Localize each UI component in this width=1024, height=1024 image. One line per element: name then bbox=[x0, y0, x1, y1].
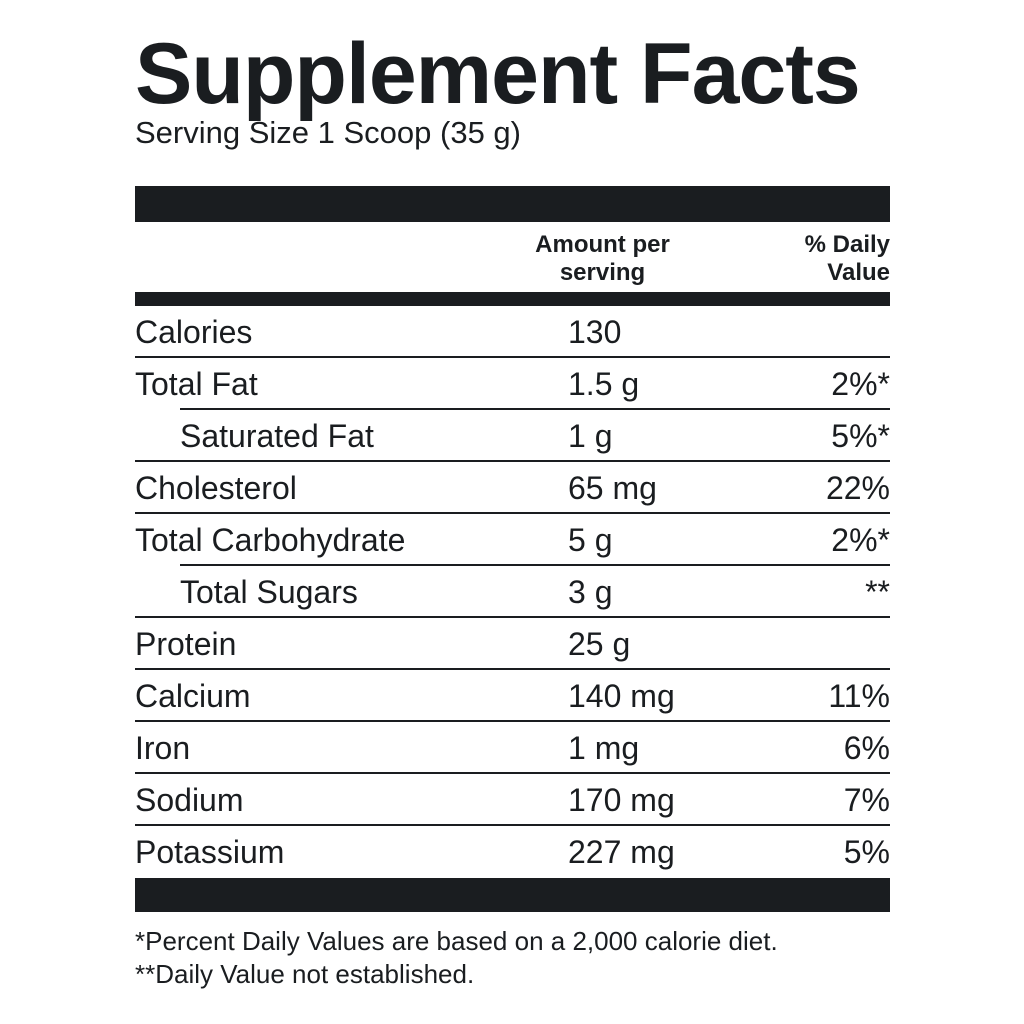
nutrient-name: Calcium bbox=[135, 678, 251, 714]
nutrient-amount: 1 g bbox=[568, 418, 613, 454]
nutrient-daily-value: 5%* bbox=[831, 418, 890, 454]
dv-header-line-1: % Daily bbox=[804, 231, 890, 258]
table-row: Total Sugars 3 g ** bbox=[135, 566, 890, 618]
panel-title: Supplement Facts bbox=[135, 26, 861, 122]
nutrient-name: Cholesterol bbox=[135, 470, 297, 506]
nutrient-daily-value: 22% bbox=[825, 470, 890, 506]
nutrient-name: Sodium bbox=[135, 782, 244, 818]
table-row: Total Fat 1.5 g 2%* bbox=[135, 358, 890, 410]
header-divider-bar bbox=[135, 292, 890, 306]
amount-header-line-2: serving bbox=[559, 259, 646, 286]
row-divider bbox=[135, 824, 890, 826]
table-row: Sodium 170 mg 7% bbox=[135, 774, 890, 826]
row-divider bbox=[135, 460, 890, 462]
table-row: Calcium 140 mg 11% bbox=[135, 670, 890, 722]
row-divider bbox=[135, 512, 890, 514]
nutrient-name: Total Sugars bbox=[180, 574, 358, 610]
row-divider bbox=[135, 616, 890, 618]
nutrient-amount: 25 g bbox=[568, 626, 631, 662]
footnote-daily-value-basis: *Percent Daily Values are based on a 2,0… bbox=[135, 926, 778, 956]
nutrient-daily-value: 5% bbox=[843, 834, 890, 870]
nutrient-name: Protein bbox=[135, 626, 237, 662]
serving-size: Serving Size 1 Scoop (35 g) bbox=[135, 115, 521, 150]
nutrient-name: Calories bbox=[135, 314, 253, 350]
row-divider bbox=[180, 564, 890, 566]
table-row: Calories 130 bbox=[135, 306, 890, 358]
table-row: Total Carbohydrate 5 g 2%* bbox=[135, 514, 890, 566]
nutrient-daily-value: 2%* bbox=[831, 522, 890, 558]
nutrient-amount: 3 g bbox=[568, 574, 613, 610]
table-row: Cholesterol 65 mg 22% bbox=[135, 462, 890, 514]
amount-per-serving-header: Amount per serving bbox=[510, 231, 695, 287]
nutrient-name: Potassium bbox=[135, 834, 285, 870]
row-divider bbox=[135, 772, 890, 774]
nutrient-table: Calories 130 Total Fat 1.5 g 2%* Saturat… bbox=[135, 306, 890, 878]
supplement-facts-panel: Supplement Facts Serving Size 1 Scoop (3… bbox=[135, 0, 890, 1024]
nutrient-name: Saturated Fat bbox=[180, 418, 374, 454]
row-divider bbox=[135, 356, 890, 358]
nutrient-amount: 65 mg bbox=[568, 470, 657, 506]
nutrient-name: Total Carbohydrate bbox=[135, 522, 406, 558]
table-row: Protein 25 g bbox=[135, 618, 890, 670]
nutrient-daily-value: ** bbox=[865, 574, 890, 610]
table-row: Potassium 227 mg 5% bbox=[135, 826, 890, 878]
nutrient-amount: 5 g bbox=[568, 522, 613, 558]
row-divider bbox=[135, 668, 890, 670]
row-divider bbox=[135, 720, 890, 722]
nutrient-amount: 130 bbox=[568, 314, 622, 350]
table-row: Saturated Fat 1 g 5%* bbox=[135, 410, 890, 462]
nutrient-amount: 170 mg bbox=[568, 782, 675, 818]
nutrient-name: Iron bbox=[135, 730, 191, 766]
nutrient-daily-value: 11% bbox=[828, 678, 890, 714]
daily-value-header: % Daily Value bbox=[750, 231, 890, 287]
nutrient-daily-value: 7% bbox=[843, 782, 890, 818]
top-thick-bar bbox=[135, 186, 890, 222]
nutrient-daily-value: 6% bbox=[843, 730, 890, 766]
footnotes: *Percent Daily Values are based on a 2,0… bbox=[135, 925, 895, 991]
nutrient-name: Total Fat bbox=[135, 366, 258, 402]
nutrient-daily-value: 2%* bbox=[831, 366, 890, 402]
nutrient-amount: 1 mg bbox=[568, 730, 640, 766]
nutrient-amount: 140 mg bbox=[568, 678, 675, 714]
row-divider bbox=[180, 408, 890, 410]
table-row: Iron 1 mg 6% bbox=[135, 722, 890, 774]
nutrient-amount: 1.5 g bbox=[568, 366, 640, 402]
footnote-not-established: **Daily Value not established. bbox=[135, 959, 475, 989]
bottom-thick-bar bbox=[135, 878, 890, 912]
dv-header-line-2: Value bbox=[827, 259, 890, 286]
nutrient-amount: 227 mg bbox=[568, 834, 675, 870]
amount-header-line-1: Amount per bbox=[535, 231, 670, 258]
